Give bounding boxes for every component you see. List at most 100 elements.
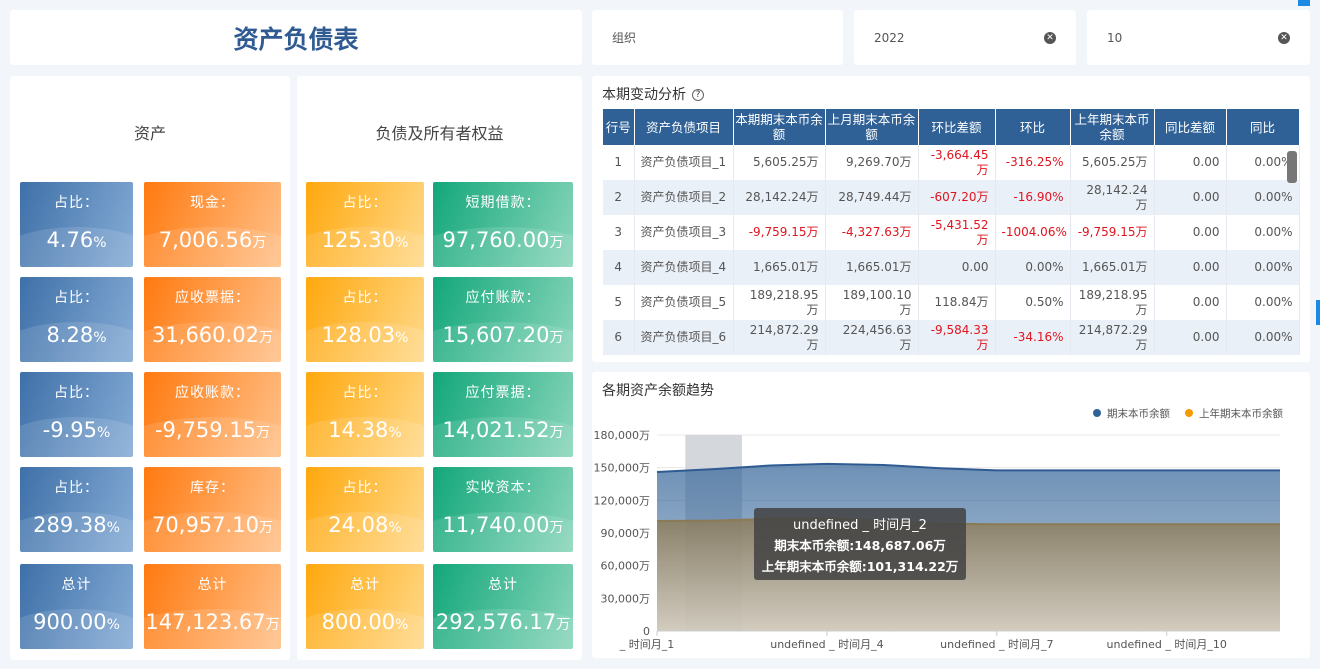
value-unit: 万 <box>252 235 267 251</box>
column-header[interactable]: 上月期末本币余额 <box>825 109 919 145</box>
table-cell: 1,665.01万 <box>733 250 826 285</box>
column-header[interactable]: 同比 <box>1226 109 1300 145</box>
tile-label: 占比： <box>54 480 99 496</box>
help-icon[interactable]: ? <box>692 89 704 101</box>
legend-label[interactable]: 上年期末本币余额 <box>1199 407 1283 420</box>
tile-label: 库存： <box>190 480 235 496</box>
tile-label: 占比： <box>54 290 99 306</box>
tile-value: 900.00% <box>20 610 133 634</box>
value-unit: 万 <box>549 330 564 346</box>
table-row[interactable]: 2 资产负债项目_2 28,142.24万 28,749.44万 -607.20万 -16… <box>603 180 1300 215</box>
column-header[interactable]: 行号 <box>603 109 635 145</box>
wave-decoration <box>433 609 573 649</box>
page-title: 资产负债表 <box>10 10 582 65</box>
column-header[interactable]: 环比 <box>995 109 1071 145</box>
top-scroll-indicator[interactable] <box>1298 0 1310 6</box>
tile-value: 7,006.56万 <box>144 228 281 252</box>
amount-tile: 应收票据： 31,660.02万 <box>144 277 281 362</box>
table-cell: 1 <box>603 145 635 180</box>
table-cell: 资产负债项目_4 <box>634 250 734 285</box>
column-header[interactable]: 本期期末本币余额 <box>733 109 826 145</box>
wave-decoration <box>306 227 424 267</box>
tile-value: 128.03% <box>306 323 424 347</box>
table-title: 本期变动分析 <box>602 87 686 103</box>
tile-label: 短期借款： <box>465 195 541 211</box>
tile-label: 占比： <box>54 195 99 211</box>
year-filter[interactable]: 2022 ✕ <box>854 10 1076 65</box>
tile-value: -9.95% <box>20 418 133 442</box>
tile-value: 292,576.17万 <box>433 610 573 634</box>
table-cell: -3,664.45万 <box>918 145 996 180</box>
column-header[interactable]: 同比差额 <box>1154 109 1227 145</box>
column-header[interactable]: 资产负债项目 <box>634 109 734 145</box>
table-cell: 0.00% <box>1226 285 1300 320</box>
table-row[interactable]: 4 资产负债项目_4 1,665.01万 1,665.01万 0.00 0.00% 1,66… <box>603 250 1300 285</box>
value-unit: % <box>388 520 402 536</box>
table-cell: 2 <box>603 180 635 215</box>
tile-label: 应收账款： <box>175 385 250 401</box>
ratio-tile: 占比： 8.28% <box>20 277 133 362</box>
y-tick-label: 30,000万 <box>601 592 651 605</box>
table-cell: -16.90% <box>995 180 1071 215</box>
table-cell: 资产负债项目_6 <box>634 320 734 355</box>
table-row[interactable]: 5 资产负债项目_5 189,218.95万 189,100.10万 118.84万 0.… <box>603 285 1300 320</box>
wave-decoration <box>20 512 133 552</box>
table-cell: -9,759.15万 <box>733 215 826 250</box>
y-tick-label: 180,000万 <box>594 429 651 442</box>
value-unit: % <box>93 235 107 251</box>
table-cell: -5,431.52万 <box>918 215 996 250</box>
table-cell: 0.00% <box>1226 180 1300 215</box>
legend-marker[interactable] <box>1093 409 1101 417</box>
value-number: 15,607.20 <box>442 323 550 347</box>
ratio-tile: 占比： 128.03% <box>306 277 424 362</box>
clear-icon[interactable]: ✕ <box>1278 31 1290 44</box>
tooltip-line2: 上年期末本币余额:101,314.22万 <box>762 559 959 574</box>
wave-decoration <box>20 322 133 362</box>
table-scrollbar[interactable] <box>1287 151 1297 183</box>
value-unit: % <box>97 425 111 441</box>
legend-marker[interactable] <box>1185 409 1193 417</box>
table-row[interactable]: 1 资产负债项目_1 5,605.25万 9,269.70万 -3,664.45万 -31… <box>603 145 1300 180</box>
tile-label: 总计 <box>350 577 380 593</box>
table-cell: 资产负债项目_5 <box>634 285 734 320</box>
value-unit: % <box>395 617 409 633</box>
x-tick-label: undefined _ 时间月_10 <box>1107 638 1227 651</box>
month-filter[interactable]: 10 ✕ <box>1087 10 1310 65</box>
clear-icon[interactable]: ✕ <box>1044 31 1056 44</box>
table-cell: 28,142.24万 <box>733 180 826 215</box>
value-unit: % <box>93 330 107 346</box>
wave-decoration <box>306 322 424 362</box>
tile-value: 70,957.10万 <box>144 513 281 537</box>
table-cell: 0.50% <box>995 285 1071 320</box>
table-cell: 0.00% <box>995 250 1071 285</box>
tile-value: 15,607.20万 <box>433 323 573 347</box>
tile-value: 4.76% <box>20 228 133 252</box>
value-number: 289.38 <box>33 513 107 537</box>
org-filter[interactable]: 组织 <box>592 10 843 65</box>
tile-value: 97,760.00万 <box>433 228 573 252</box>
table-cell: 1,665.01万 <box>1070 250 1155 285</box>
table-cell: 0.00 <box>1154 320 1227 355</box>
side-scroll-indicator[interactable] <box>1316 300 1320 325</box>
column-header[interactable]: 上年期末本币余额 <box>1070 109 1155 145</box>
tile-value: 24.08% <box>306 513 424 537</box>
tile-value: 8.28% <box>20 323 133 347</box>
amount-tile: 实收资本： 11,740.00万 <box>433 467 573 552</box>
table-cell: 214,872.29万 <box>733 320 826 355</box>
ratio-tile: 占比： 14.38% <box>306 372 424 457</box>
tile-value: 147,123.67万 <box>144 610 281 634</box>
value-unit: 万 <box>256 425 271 441</box>
ratio-tile: 总计 900.00% <box>20 564 133 649</box>
tile-label: 应付票据： <box>465 385 541 401</box>
column-header[interactable]: 环比差额 <box>918 109 996 145</box>
series-line-0 <box>656 462 1280 474</box>
wave-decoration <box>306 609 424 649</box>
table-row[interactable]: 6 资产负债项目_6 214,872.29万 224,456.63万 -9,584.33… <box>603 320 1300 355</box>
value-number: 31,660.02 <box>152 323 259 347</box>
y-tick-label: 60,000万 <box>601 560 651 573</box>
tile-value: 289.38% <box>20 513 133 537</box>
wave-decoration <box>144 227 281 267</box>
table-row[interactable]: 3 资产负债项目_3 -9,759.15万 -4,327.63万 -5,431.52万 -… <box>603 215 1300 250</box>
legend-label[interactable]: 期末本币余额 <box>1107 407 1170 420</box>
value-unit: 万 <box>556 617 571 633</box>
